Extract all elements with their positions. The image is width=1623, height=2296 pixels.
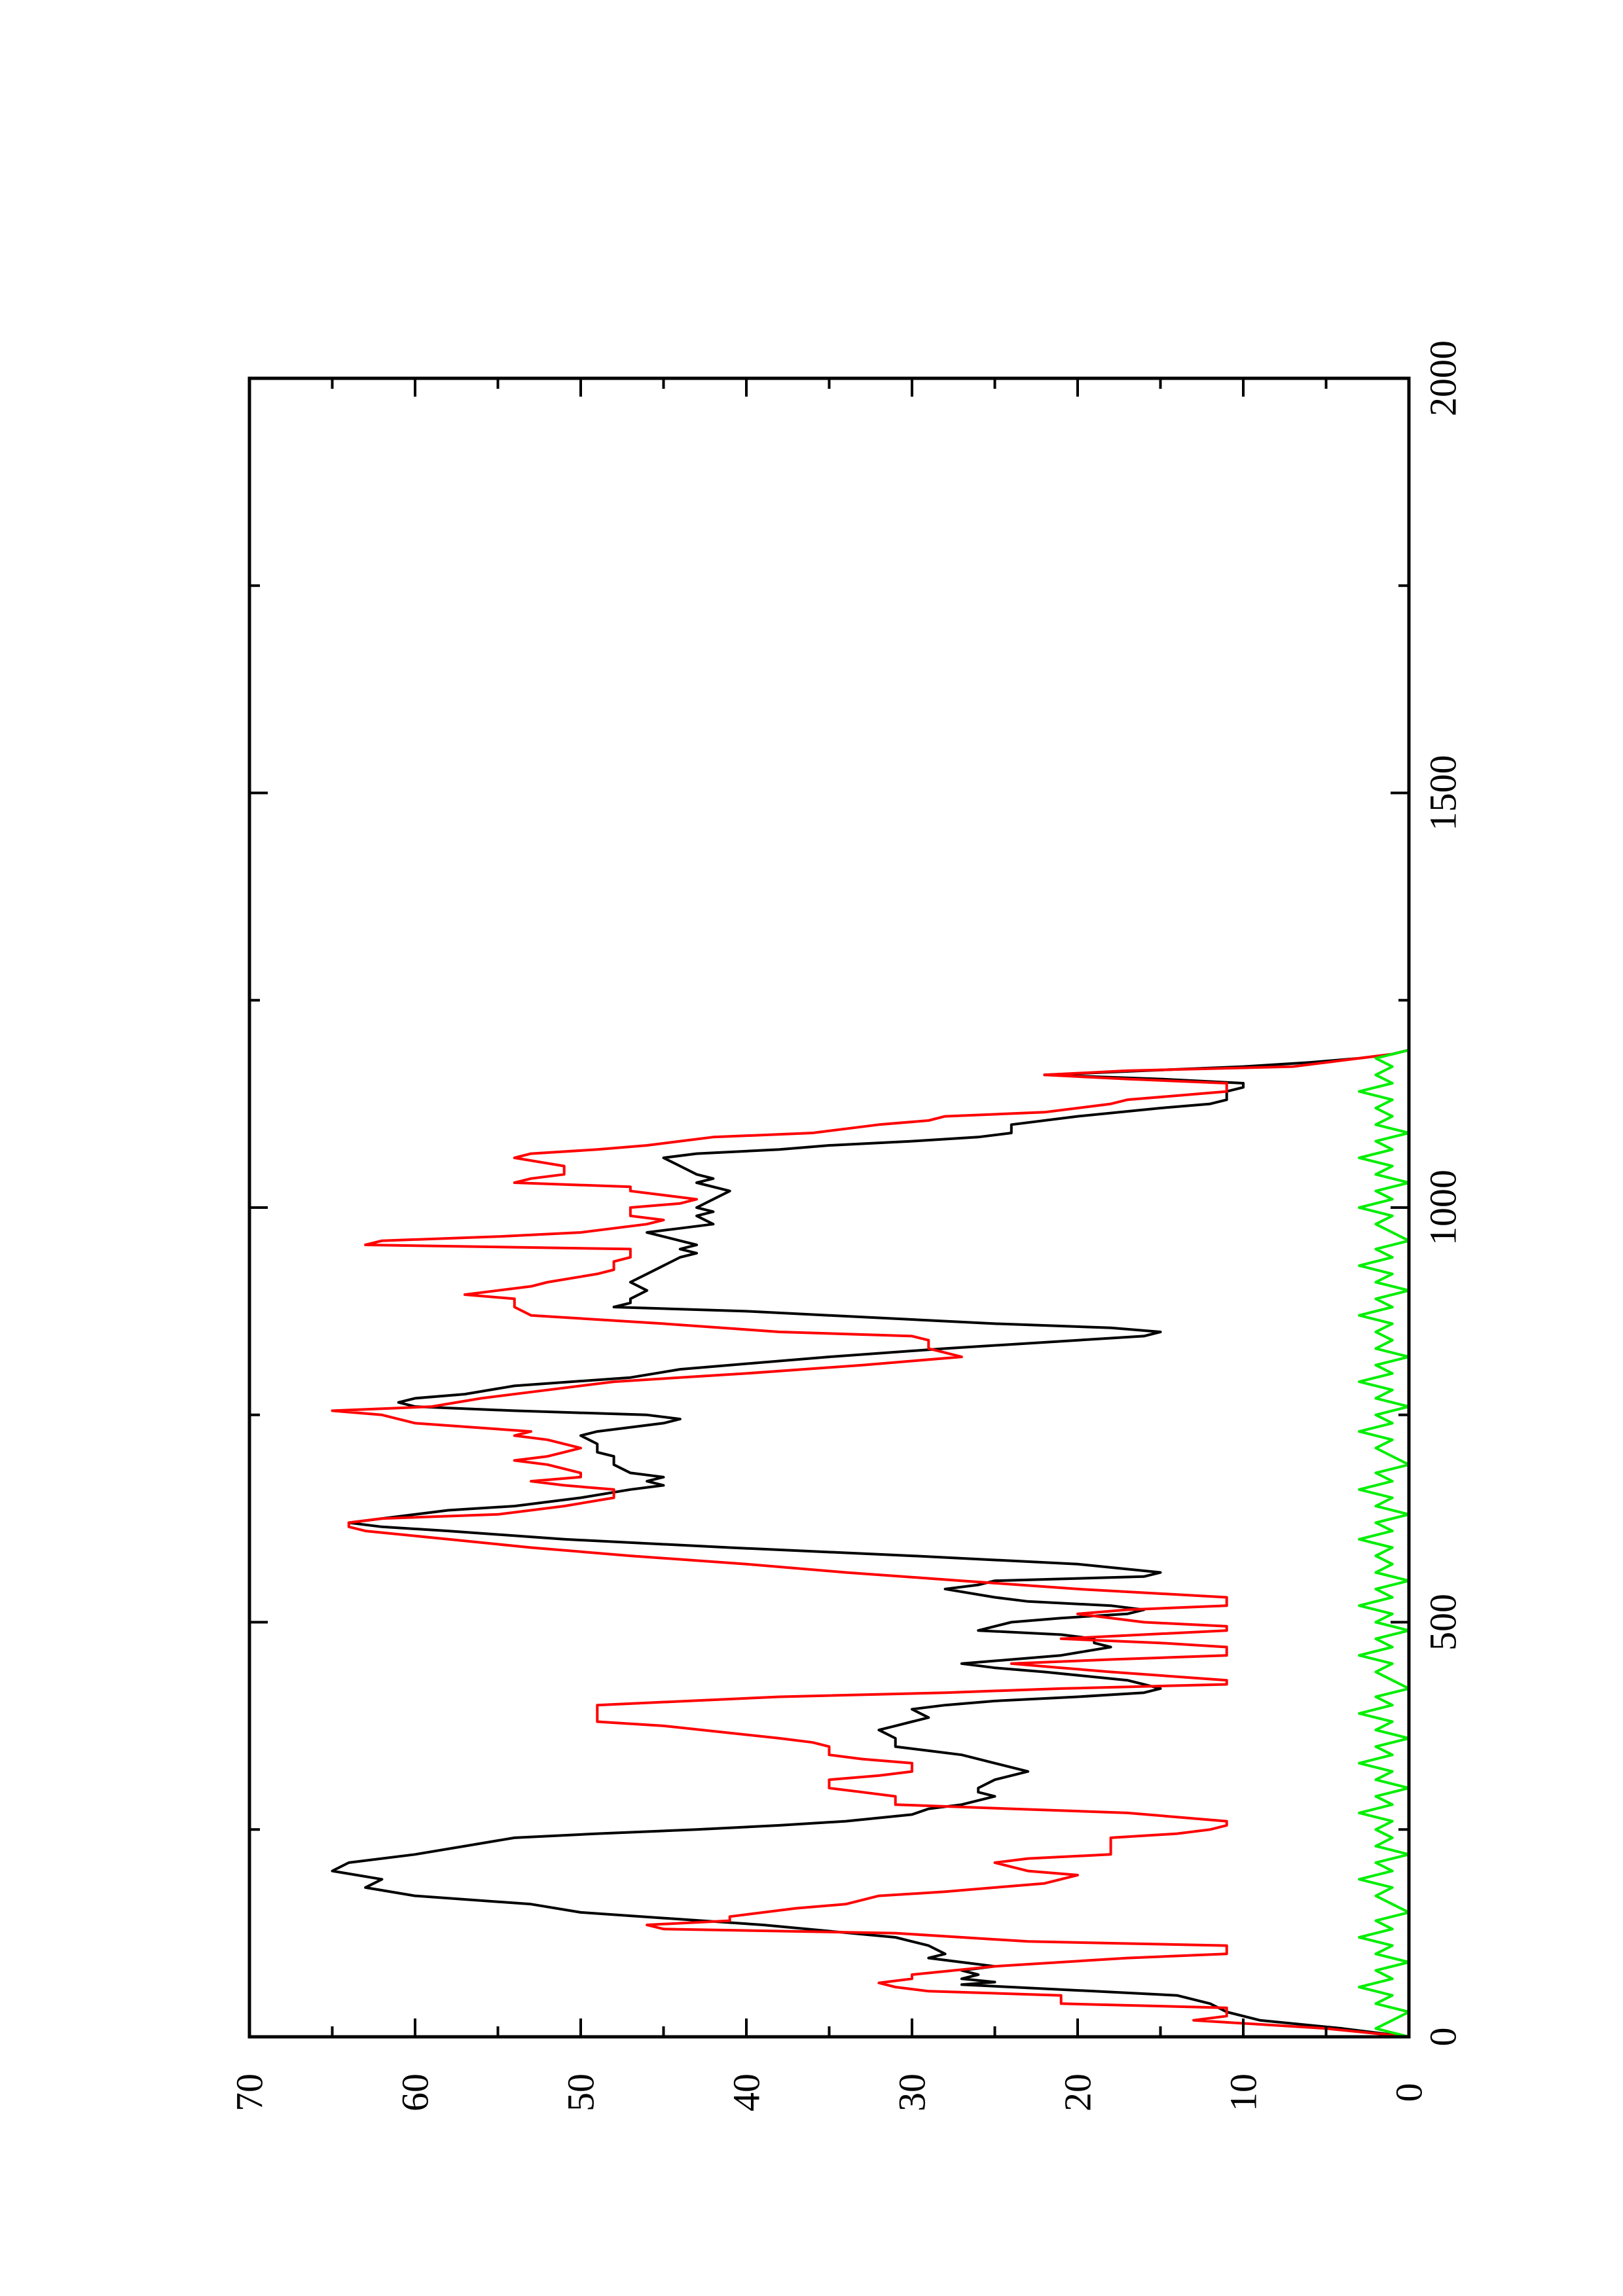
label-layer: 0 500 1000 1500 2000 0 10 20 30 40 50 60 70 bbox=[228, 340, 1465, 2111]
y-tick-label: 0 bbox=[1388, 2083, 1431, 2102]
series-layer bbox=[331, 1049, 1410, 2038]
tick-layer bbox=[248, 377, 1410, 2038]
series-line-3 bbox=[1358, 1049, 1410, 2038]
y-tick-label: 70 bbox=[228, 2073, 271, 2111]
y-tick-label: 40 bbox=[725, 2073, 768, 2111]
x-tick-label: 1500 bbox=[1422, 755, 1465, 831]
y-tick-label: 20 bbox=[1057, 2073, 1099, 2111]
y-tick-label: 60 bbox=[394, 2073, 437, 2111]
x-tick-label: 500 bbox=[1422, 1594, 1465, 1651]
y-tick-label: 10 bbox=[1222, 2073, 1265, 2111]
series-line-2 bbox=[331, 1049, 1410, 2038]
series-line-1 bbox=[331, 1049, 1410, 2038]
y-tick-label: 50 bbox=[560, 2073, 602, 2111]
x-tick-label: 0 bbox=[1422, 2028, 1465, 2047]
x-tick-label: 2000 bbox=[1422, 340, 1465, 416]
x-tick-label: 1000 bbox=[1422, 1170, 1465, 1246]
y-tick-label: 30 bbox=[891, 2073, 934, 2111]
